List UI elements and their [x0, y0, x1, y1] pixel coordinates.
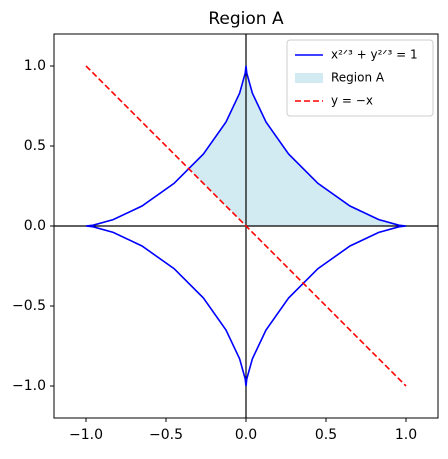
x-tick-label: −0.5: [149, 427, 183, 443]
legend-label: x²ᐟ³ + y²ᐟ³ = 1: [331, 48, 418, 62]
legend-box: [286, 39, 434, 117]
y-tick-label: −1.0: [12, 378, 46, 394]
y-tick-label: −0.5: [12, 298, 46, 314]
legend-label: y = −x: [331, 94, 373, 108]
series-line: [85, 65, 407, 387]
legend-label: Region A: [331, 71, 385, 85]
x-tick-label: −1.0: [69, 427, 103, 443]
x-tick-label: 0.0: [235, 427, 257, 443]
x-tick-label: 1.0: [395, 427, 417, 443]
chart-title: Region A: [208, 9, 284, 29]
legend-swatch: [295, 73, 323, 83]
y-tick-label: 0.5: [24, 138, 46, 154]
series-line: [85, 65, 407, 387]
region-area: [189, 66, 406, 226]
x-tick-label: 0.5: [315, 427, 337, 443]
y-tick-label: 0.0: [24, 218, 46, 234]
y-tick-label: 1.0: [24, 58, 46, 74]
